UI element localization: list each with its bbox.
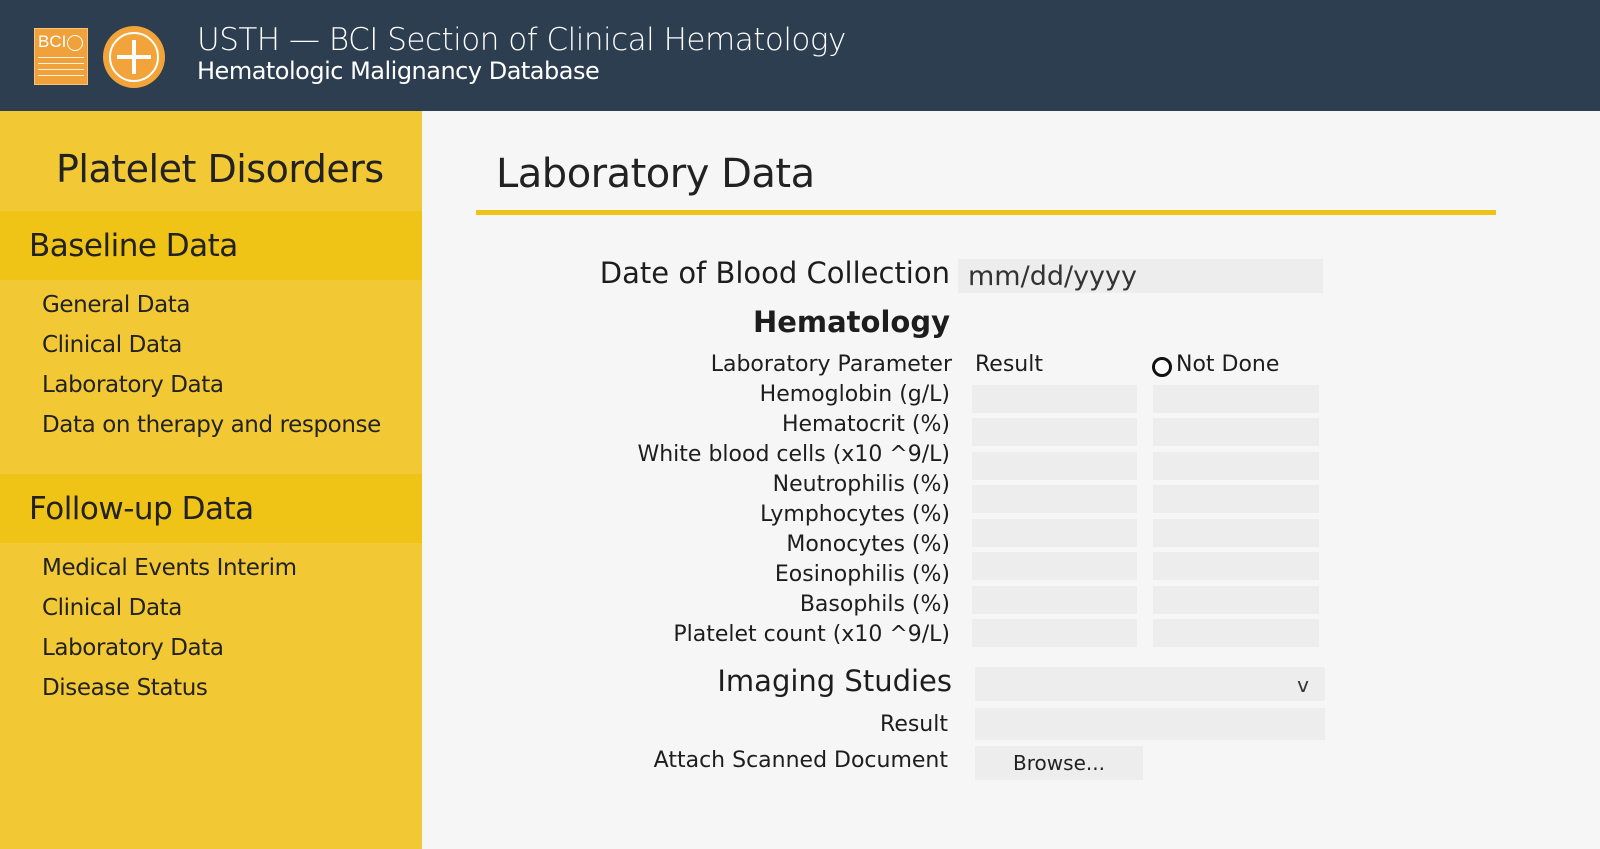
- not-done-input-neutrophils[interactable]: [1153, 485, 1319, 513]
- browse-button[interactable]: Browse...: [975, 746, 1143, 780]
- result-input-monocytes[interactable]: [972, 552, 1137, 580]
- result-input-hemoglobin[interactable]: [972, 385, 1137, 413]
- imaging-label: Imaging Studies: [717, 664, 952, 698]
- sidebar-item-laboratory-data[interactable]: Laboratory Data: [42, 372, 224, 398]
- param-label: Monocytes (%): [786, 532, 950, 557]
- param-label: Hemoglobin (g/L): [759, 382, 950, 407]
- attach-label: Attach Scanned Document: [653, 748, 948, 773]
- result-input-lymphocytes[interactable]: [972, 519, 1137, 547]
- sidebar-section-baseline[interactable]: Baseline Data: [0, 211, 422, 280]
- sidebar-section-label: Baseline Data: [29, 228, 238, 264]
- app-header: BCI USTH — BCI Section of Clinical Hemat…: [0, 0, 1600, 111]
- sidebar-item-therapy-response[interactable]: Data on therapy and response: [42, 412, 381, 438]
- sidebar-item-medical-events[interactable]: Medical Events Interim: [42, 555, 297, 581]
- param-label: Platelet count (x10 ^9/L): [673, 622, 950, 647]
- not-done-input-hematocrit[interactable]: [1153, 418, 1319, 446]
- param-label: Hematocrit (%): [781, 412, 950, 437]
- col-header-parameter: Laboratory Parameter: [710, 352, 952, 377]
- param-label: Eosinophilis (%): [774, 562, 950, 587]
- param-label: Lymphocytes (%): [760, 502, 950, 527]
- date-label: Date of Blood Collection: [599, 256, 950, 290]
- result-input-basophils[interactable]: [972, 619, 1137, 647]
- result-label: Result: [880, 712, 948, 737]
- not-done-input-lymphocytes[interactable]: [1153, 519, 1319, 547]
- result-input-hematocrit[interactable]: [972, 418, 1137, 446]
- imaging-result-input[interactable]: [975, 708, 1325, 740]
- sidebar-section-followup[interactable]: Follow-up Data: [0, 474, 422, 543]
- app-title: USTH — BCI Section of Clinical Hematolog…: [197, 22, 846, 58]
- param-label: Neutrophilis (%): [772, 472, 950, 497]
- sidebar-item-followup-laboratory-data[interactable]: Laboratory Data: [42, 635, 224, 661]
- bci-logo: BCI: [34, 28, 88, 85]
- result-input-wbc[interactable]: [972, 452, 1137, 480]
- sidebar-item-general-data[interactable]: General Data: [42, 292, 191, 318]
- not-done-input-basophils[interactable]: [1153, 619, 1319, 647]
- date-collection-input[interactable]: [958, 259, 1323, 293]
- not-done-input-eosinophils[interactable]: [1153, 586, 1319, 614]
- title-divider: [476, 210, 1496, 215]
- usth-seal-logo: [103, 26, 165, 88]
- param-label: White blood cells (x10 ^9/L): [637, 442, 950, 467]
- col-header-result: Result: [975, 352, 1043, 377]
- result-input-eosinophils[interactable]: [972, 586, 1137, 614]
- sidebar: Platelet Disorders Baseline Data General…: [0, 111, 422, 849]
- app-subtitle: Hematologic Malignancy Database: [197, 57, 600, 85]
- sidebar-item-clinical-data[interactable]: Clinical Data: [42, 332, 182, 358]
- result-input-neutrophils[interactable]: [972, 485, 1137, 513]
- col-header-not-done: Not Done: [1176, 352, 1280, 377]
- sidebar-item-disease-status[interactable]: Disease Status: [42, 675, 208, 701]
- imaging-select[interactable]: v: [975, 667, 1325, 701]
- not-done-input-wbc[interactable]: [1153, 452, 1319, 480]
- not-done-radio[interactable]: [1152, 357, 1172, 377]
- page-title: Laboratory Data: [496, 151, 815, 197]
- chevron-down-icon: v: [1297, 673, 1309, 697]
- param-label: Basophils (%): [799, 592, 950, 617]
- sidebar-item-followup-clinical-data[interactable]: Clinical Data: [42, 595, 182, 621]
- sidebar-title: Platelet Disorders: [56, 147, 384, 191]
- not-done-input-monocytes[interactable]: [1153, 552, 1319, 580]
- hematology-heading: Hematology: [752, 305, 950, 339]
- not-done-input-hemoglobin[interactable]: [1153, 385, 1319, 413]
- sidebar-section-label: Follow-up Data: [29, 491, 254, 527]
